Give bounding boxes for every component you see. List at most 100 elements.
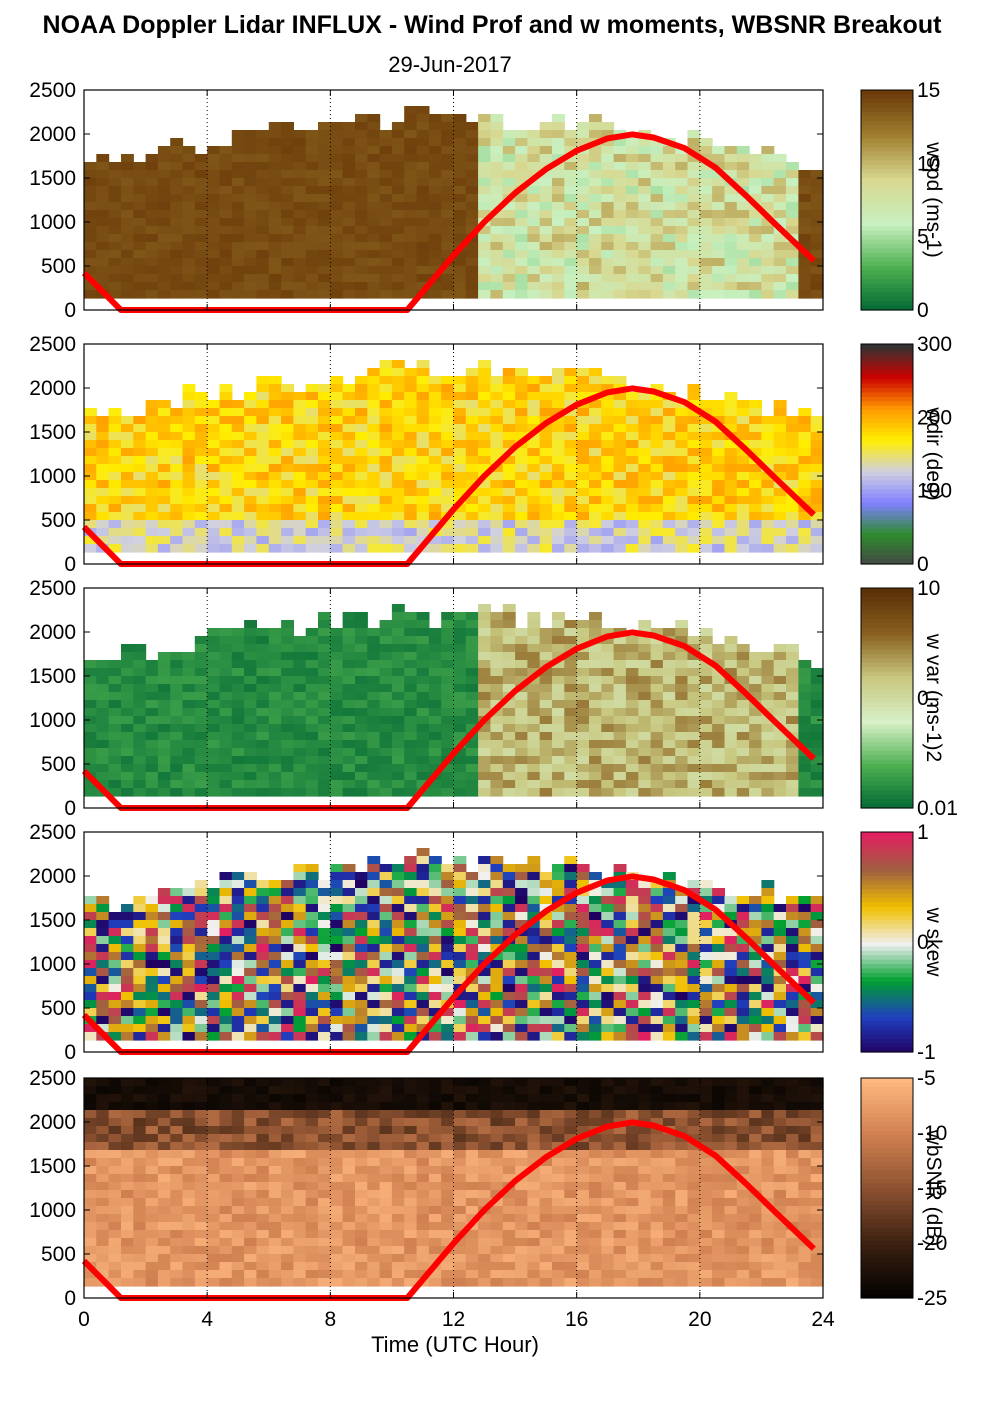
data-cell — [391, 154, 405, 163]
data-cell — [256, 1032, 270, 1041]
data-cell — [428, 984, 442, 993]
data-cell — [539, 480, 553, 489]
data-cell — [613, 162, 627, 171]
data-cell — [391, 612, 405, 621]
data-cell — [749, 488, 762, 497]
data-cell — [552, 170, 565, 179]
data-cell — [96, 448, 110, 457]
data-cell — [268, 416, 282, 425]
data-cell — [441, 708, 455, 717]
data-cell — [552, 788, 565, 797]
data-cell — [133, 488, 147, 497]
data-cell — [441, 424, 455, 433]
data-cell — [712, 178, 725, 187]
data-cell — [281, 146, 294, 155]
data-cell — [441, 138, 455, 147]
data-cell — [724, 226, 738, 235]
data-cell — [810, 764, 824, 773]
data-cell — [564, 872, 578, 881]
data-cell — [207, 936, 221, 945]
data-cell — [441, 154, 455, 163]
data-cell — [712, 448, 725, 457]
data-cell — [207, 456, 221, 465]
data-cell — [84, 480, 97, 489]
data-cell — [589, 282, 602, 291]
data-cell — [478, 162, 491, 171]
data-cell — [342, 130, 356, 139]
data-cell — [490, 904, 504, 913]
data-cell — [379, 780, 393, 789]
data-cell — [712, 684, 725, 693]
data-cell — [170, 274, 184, 283]
data-cell — [318, 416, 331, 425]
data-cell — [194, 928, 208, 937]
data-cell — [552, 732, 565, 741]
data-cell — [379, 716, 393, 725]
data-cell — [170, 258, 184, 267]
data-cell — [157, 1016, 171, 1025]
data-cell — [724, 528, 738, 537]
data-cell — [638, 416, 652, 425]
data-cell — [527, 740, 541, 749]
data-cell — [589, 668, 602, 677]
data-cell — [145, 1024, 159, 1033]
data-cell — [773, 780, 787, 789]
colorbar-tick-label: 0.01 — [917, 797, 958, 820]
data-cell — [244, 676, 257, 685]
data-cell — [108, 170, 122, 179]
data-cell — [576, 456, 590, 465]
data-cell — [453, 424, 467, 433]
data-cell — [231, 440, 245, 449]
data-cell — [404, 960, 418, 969]
data-cell — [96, 1016, 110, 1025]
data-cell — [379, 732, 393, 741]
data-cell — [404, 376, 418, 385]
data-cell — [675, 424, 689, 433]
data-cell — [244, 520, 257, 529]
data-cell — [281, 138, 294, 147]
data-cell — [527, 512, 541, 521]
data-cell — [589, 724, 602, 733]
colorbar-swatch — [861, 555, 913, 561]
data-cell — [465, 896, 479, 905]
data-cell — [662, 282, 676, 291]
data-cell — [96, 504, 110, 513]
data-cell — [490, 496, 504, 505]
data-cell — [391, 544, 405, 553]
data-cell — [527, 788, 541, 797]
data-cell — [219, 242, 233, 251]
data-cell — [157, 210, 171, 219]
data-cell — [625, 1032, 639, 1041]
data-cell — [379, 258, 393, 267]
colorbar-swatch — [861, 361, 913, 367]
data-cell — [305, 384, 319, 393]
data-cell — [576, 138, 590, 147]
data-cell — [589, 186, 602, 195]
data-cell — [281, 504, 294, 513]
data-cell — [355, 130, 368, 139]
data-cell — [589, 968, 602, 977]
colorbar-swatch — [861, 160, 913, 166]
data-cell — [527, 1024, 541, 1033]
data-cell — [749, 692, 762, 701]
data-cell — [84, 448, 97, 457]
data-cell — [465, 528, 479, 537]
data-cell — [478, 944, 491, 953]
data-cell — [552, 520, 565, 529]
data-cell — [404, 432, 418, 441]
data-cell — [231, 716, 245, 725]
data-cell — [268, 692, 282, 701]
data-cell — [564, 1024, 578, 1033]
data-cell — [552, 928, 565, 937]
data-cell — [293, 780, 307, 789]
data-cell — [330, 480, 344, 489]
data-cell — [318, 756, 331, 765]
chart-subtitle: 29-Jun-2017 — [388, 52, 512, 77]
data-cell — [736, 400, 750, 409]
data-cell — [268, 130, 282, 139]
data-cell — [231, 194, 245, 203]
data-cell — [330, 872, 344, 881]
data-cell — [194, 748, 208, 757]
data-cell — [121, 480, 134, 489]
